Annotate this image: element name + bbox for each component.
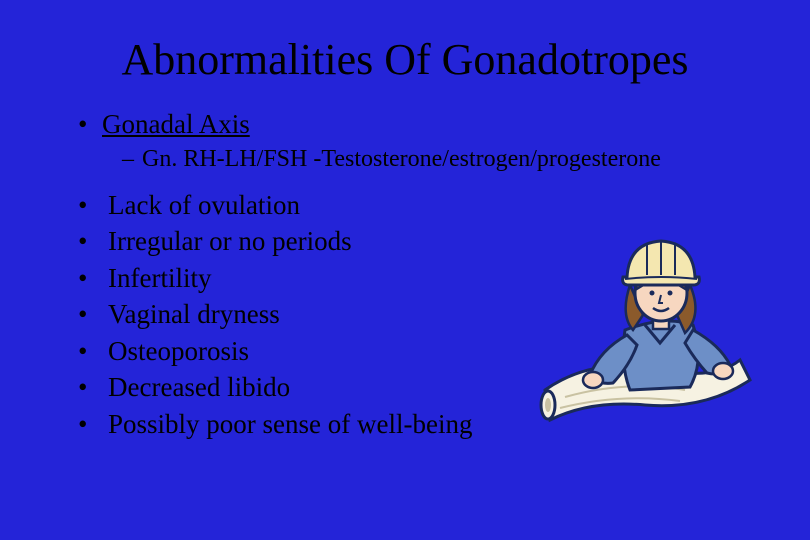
section-heading: Gonadal Axis bbox=[102, 109, 250, 139]
slide-title: Abnormalities Of Gonadotropes bbox=[60, 34, 750, 85]
section-heading-row: •Gonadal Axis bbox=[78, 109, 750, 140]
slide-container: Abnormalities Of Gonadotropes •Gonadal A… bbox=[0, 0, 810, 540]
engineer-woman-icon bbox=[535, 215, 755, 435]
section-sub: Gn. RH-LH/FSH -Testosterone/estrogen/pro… bbox=[142, 146, 661, 172]
section-sub-row: –Gn. RH-LH/FSH -Testosterone/estrogen/pr… bbox=[122, 146, 750, 173]
engineer-clipart bbox=[535, 215, 755, 435]
dash: – bbox=[122, 146, 142, 173]
bullet-dot: • bbox=[78, 109, 102, 140]
